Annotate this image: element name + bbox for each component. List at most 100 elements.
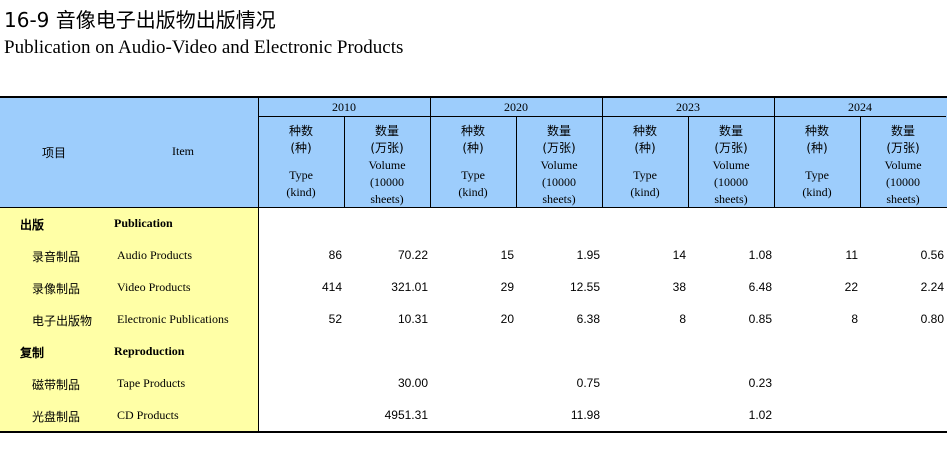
subheader: 种数 (288, 124, 313, 138)
row-cn: 出版 (20, 218, 45, 232)
subheader: (kind) (458, 185, 488, 199)
cell: 29 (500, 280, 514, 294)
cell: 8 (851, 312, 858, 326)
subheader: 数量 (890, 124, 915, 138)
cell: 86 (328, 248, 342, 262)
col-line (688, 116, 689, 208)
cell: 321.01 (391, 280, 428, 294)
row-en: Reproduction (114, 344, 185, 358)
cell: 1.95 (576, 248, 600, 262)
subheader: Volume (368, 158, 406, 172)
bottom-rule (0, 431, 947, 433)
cell: 11 (845, 248, 858, 262)
cell: 70.22 (397, 248, 428, 262)
divider (258, 96, 259, 432)
col-line (516, 116, 517, 208)
cell: 0.56 (920, 248, 944, 262)
subheader: sheets) (542, 192, 576, 206)
row-en: Electronic Publications (117, 312, 229, 326)
item-en: Item (172, 144, 194, 158)
cell: 20 (500, 312, 514, 326)
row-cn: 电子出版物 (32, 314, 93, 328)
subtitle: Publication on Audio-Video and Electroni… (4, 37, 404, 58)
cell: 38 (672, 280, 686, 294)
cell: 15 (500, 248, 514, 262)
subheader: (10000 (370, 175, 404, 189)
subheader: Type (633, 168, 657, 182)
cell: 30.00 (397, 376, 428, 390)
row-en: Video Products (117, 280, 191, 294)
subheader: (种) (462, 141, 484, 155)
subheader: (种) (806, 141, 828, 155)
col-line (774, 96, 775, 208)
year: 2024 (848, 100, 872, 114)
subheader: (kind) (802, 185, 832, 199)
cell: 14 (672, 248, 686, 262)
row-en: Publication (114, 216, 173, 230)
header-bg (0, 96, 947, 208)
subheader: 种数 (804, 124, 829, 138)
cell: 6.48 (748, 280, 772, 294)
col-line (602, 96, 603, 208)
subheader: Type (289, 168, 313, 182)
cell: 0.23 (748, 376, 772, 390)
cell: 1.08 (748, 248, 772, 262)
title: 16-9 音像电子出版物出版情况 (4, 8, 276, 32)
row-cn: 录音制品 (32, 250, 81, 264)
subheader: (种) (290, 141, 312, 155)
subheader: (万张) (886, 141, 920, 155)
subheader: (种) (634, 141, 656, 155)
subheader: sheets) (886, 192, 920, 206)
cell: 0.85 (748, 312, 772, 326)
cell: 4951.31 (384, 408, 428, 422)
cell: 10.31 (397, 312, 428, 326)
year: 2010 (332, 100, 356, 114)
subheader: Type (461, 168, 485, 182)
cell: 8 (679, 312, 686, 326)
cell: 0.75 (576, 376, 600, 390)
cell: 414 (321, 280, 342, 294)
cell: 11.98 (570, 408, 600, 422)
subheader: (kind) (286, 185, 316, 199)
year: 2020 (504, 100, 528, 114)
row-cn: 复制 (20, 346, 45, 360)
row-en: CD Products (117, 408, 179, 422)
item-cn: 项目 (41, 146, 66, 160)
cell: 12.55 (569, 280, 600, 294)
subheader: 数量 (374, 124, 399, 138)
subheader: 种数 (460, 124, 485, 138)
col-line (860, 116, 861, 208)
table: 项目 Item 2010 种数 (种) Type (kind) 数量 (万张) Volume (10… (0, 96, 947, 433)
subheader: 数量 (546, 124, 571, 138)
subheader: (万张) (370, 141, 404, 155)
cell: 0.80 (920, 312, 944, 326)
subheader: (kind) (630, 185, 660, 199)
row-en: Tape Products (117, 376, 186, 390)
row-cn: 磁带制品 (32, 378, 81, 392)
cell: 22 (844, 280, 858, 294)
subheader: 种数 (632, 124, 657, 138)
subheader: 数量 (718, 124, 743, 138)
cell: 2.24 (920, 280, 944, 294)
cell: 52 (328, 312, 342, 326)
subheader: Type (805, 168, 829, 182)
header-rule (0, 207, 947, 208)
row-en: Audio Products (117, 248, 192, 262)
subheader: (万张) (542, 141, 576, 155)
subheader: (10000 (542, 175, 576, 189)
top-rule (0, 96, 947, 98)
subheader: (万张) (714, 141, 748, 155)
subheader: Volume (884, 158, 922, 172)
cell: 1.02 (748, 408, 772, 422)
row-cn: 录像制品 (32, 282, 81, 296)
subheader: (10000 (886, 175, 920, 189)
subheader: sheets) (714, 192, 748, 206)
subheader: (10000 (714, 175, 748, 189)
subheader: Volume (540, 158, 578, 172)
subheader: sheets) (370, 192, 404, 206)
subheader: Volume (712, 158, 750, 172)
row-cn: 光盘制品 (32, 410, 81, 424)
col-line (430, 96, 431, 208)
item-bg (0, 208, 258, 432)
